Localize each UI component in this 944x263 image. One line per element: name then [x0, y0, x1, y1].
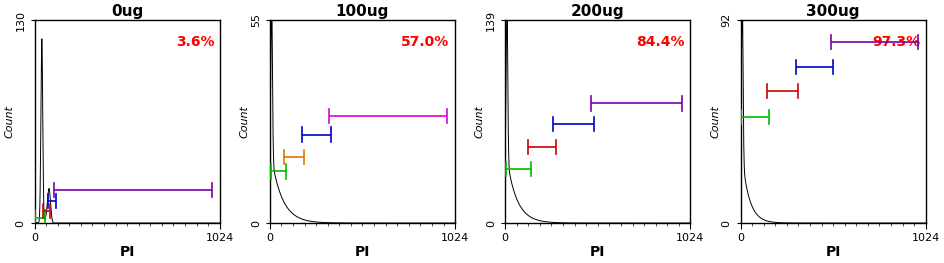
Y-axis label: Count: Count — [475, 105, 485, 138]
Title: 300ug: 300ug — [806, 4, 860, 19]
Title: 100ug: 100ug — [336, 4, 389, 19]
Text: 97.3%: 97.3% — [872, 34, 920, 48]
Text: 84.4%: 84.4% — [636, 34, 684, 48]
Y-axis label: Count: Count — [240, 105, 249, 138]
Title: 200ug: 200ug — [571, 4, 625, 19]
X-axis label: PI: PI — [120, 245, 135, 259]
X-axis label: PI: PI — [825, 245, 841, 259]
Text: 3.6%: 3.6% — [176, 34, 214, 48]
Y-axis label: Count: Count — [710, 105, 720, 138]
Title: 0ug: 0ug — [111, 4, 143, 19]
X-axis label: PI: PI — [590, 245, 605, 259]
Y-axis label: Count: Count — [4, 105, 14, 138]
Text: 57.0%: 57.0% — [401, 34, 449, 48]
X-axis label: PI: PI — [355, 245, 370, 259]
